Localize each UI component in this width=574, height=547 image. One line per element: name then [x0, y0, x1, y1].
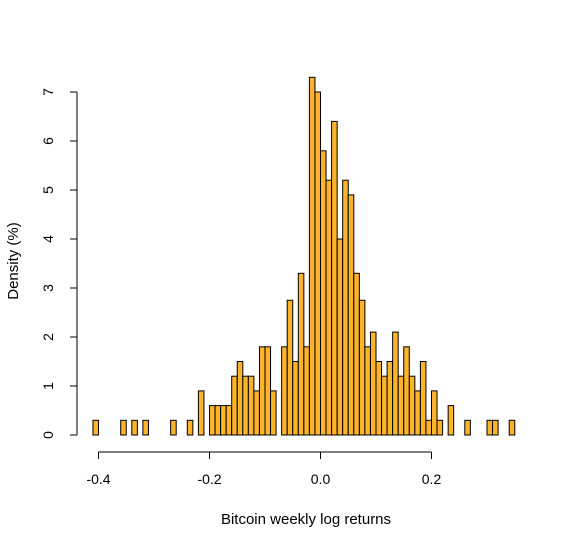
histogram-bar — [347, 194, 355, 436]
histogram-bar — [320, 150, 327, 436]
histogram-bar — [331, 120, 338, 436]
histogram-bar — [364, 346, 371, 436]
histogram-bar — [508, 419, 516, 436]
histogram-bar — [120, 419, 127, 436]
x-tick-label: -0.2 — [197, 471, 221, 487]
x-axis-title: Bitcoin weekly log returns — [221, 511, 391, 528]
histogram-bar — [403, 346, 410, 436]
histogram-bar — [436, 419, 444, 436]
bars-group — [92, 76, 516, 436]
histogram-bar — [197, 390, 205, 436]
histogram-bar — [353, 272, 360, 436]
x-tick-label: 0.2 — [422, 471, 442, 487]
histogram-bar — [231, 375, 238, 436]
x-ticks-group: -0.4 -0.2 0.0 0.2 — [86, 452, 441, 487]
y-tick-label: 1 — [40, 382, 56, 390]
histogram-bar — [308, 76, 316, 436]
histogram-bar — [342, 179, 349, 436]
histogram-bar — [336, 238, 344, 436]
histogram-bar — [236, 361, 244, 436]
y-axis-title: Density (%) — [5, 222, 22, 300]
y-tick-label: 0 — [40, 431, 56, 439]
histogram-bar — [419, 361, 427, 436]
histogram-bar — [297, 272, 305, 436]
x-tick-label: 0.0 — [311, 471, 331, 487]
histogram-bar — [392, 331, 399, 436]
histogram-bar — [486, 419, 494, 436]
histogram-bar — [314, 91, 322, 436]
histogram-bar — [170, 419, 177, 436]
histogram-bar — [270, 390, 277, 436]
histogram-bar — [325, 179, 333, 436]
y-tick-label: 2 — [40, 333, 56, 341]
histogram-bar — [209, 405, 216, 436]
histogram-bar — [220, 405, 227, 436]
y-tick-label: 3 — [40, 284, 56, 292]
histogram-bar — [92, 419, 99, 436]
histogram-bar — [225, 405, 233, 436]
y-tick-label: 5 — [40, 186, 56, 194]
histogram-bar — [281, 346, 288, 436]
histogram-bar — [214, 405, 222, 436]
histogram-bar — [381, 375, 388, 436]
histogram-bar — [142, 419, 149, 436]
histogram-bar — [358, 299, 366, 436]
histogram-bar — [131, 419, 138, 436]
x-tick-label: -0.4 — [86, 471, 110, 487]
histogram-bar — [425, 419, 433, 436]
y-tick-label: 7 — [40, 88, 56, 96]
histogram-bar — [492, 419, 499, 436]
histogram-bar — [258, 346, 266, 436]
histogram-bar — [464, 419, 471, 436]
histogram-bar — [397, 375, 405, 436]
histogram-bar — [369, 331, 377, 436]
histogram-bar — [303, 346, 310, 436]
histogram-bar — [386, 361, 394, 436]
y-tick-label: 6 — [40, 137, 56, 145]
histogram-bar — [414, 390, 421, 436]
histogram-bar — [408, 375, 416, 436]
histogram-bar — [264, 346, 272, 436]
y-ticks-group: 0 1 2 3 4 5 6 7 — [40, 88, 77, 439]
histogram-bar — [186, 419, 194, 436]
histogram-bar — [247, 375, 255, 436]
histogram-bar — [447, 405, 455, 436]
histogram-bar — [286, 299, 294, 436]
histogram-bar — [292, 361, 299, 436]
histogram-bar — [253, 390, 260, 436]
histogram-bar — [375, 361, 383, 436]
histogram-bar — [242, 375, 249, 436]
y-tick-label: 4 — [40, 235, 56, 243]
histogram-bar — [431, 390, 438, 436]
